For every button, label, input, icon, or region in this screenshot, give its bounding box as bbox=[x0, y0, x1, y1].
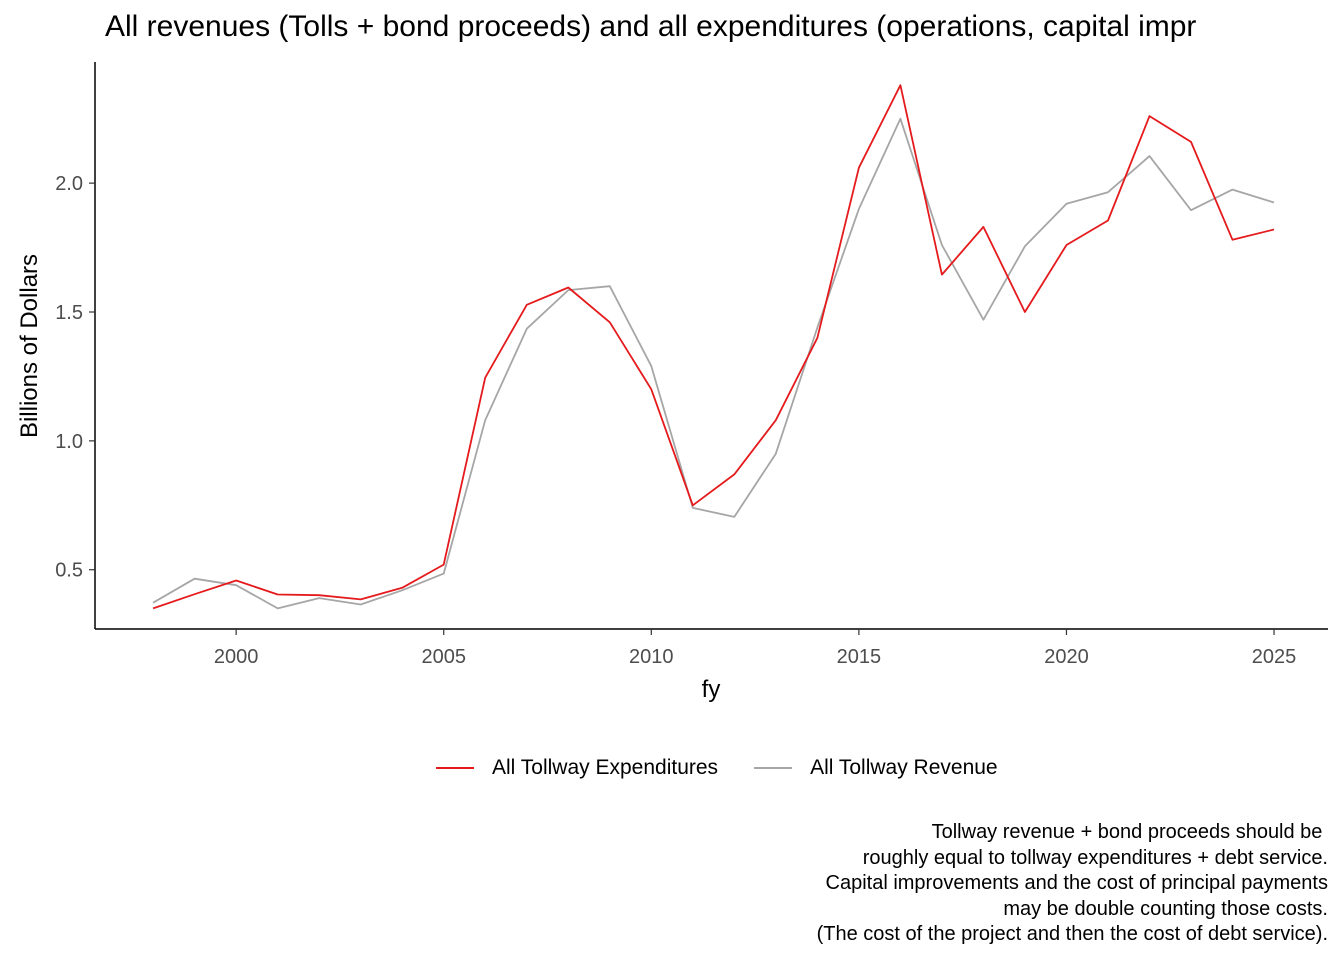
axes: 2000 2005 2010 2015 2020 2025 0.5 1.0 1.5 2.0 bbox=[55, 62, 1328, 668]
x-tick-label: 2020 bbox=[1044, 646, 1089, 668]
series-layer bbox=[152, 84, 1275, 610]
legend: All Tollway Expenditures All Tollway Rev… bbox=[436, 756, 1034, 780]
legend-key-revenue bbox=[754, 767, 793, 769]
y-tick-label: 2.0 bbox=[55, 173, 83, 195]
caption-line: (The cost of the project and then the co… bbox=[816, 923, 1328, 945]
legend-label-revenue: All Tollway Revenue bbox=[810, 756, 998, 779]
x-tick-label: 2000 bbox=[214, 646, 259, 668]
caption-line: Tollway revenue + bond proceeds should b… bbox=[931, 821, 1328, 843]
caption-line: may be double counting those costs. bbox=[1003, 897, 1328, 920]
legend-key-expenditures bbox=[436, 767, 474, 769]
chart-title: All revenues (Tolls + bond proceeds) and… bbox=[105, 10, 1197, 43]
y-axis-title: Billions of Dollars bbox=[16, 254, 43, 438]
caption: Tollway revenue + bond proceeds should b… bbox=[817, 820, 1328, 948]
x-tick-label: 2025 bbox=[1252, 646, 1297, 668]
caption-line: roughly equal to tollway expenditures + … bbox=[862, 846, 1328, 869]
x-tick-label: 2005 bbox=[421, 646, 466, 668]
x-axis-title: fy bbox=[702, 676, 721, 703]
caption-line: Capital improvements and the cost of pri… bbox=[825, 872, 1328, 894]
series-line-expenditures bbox=[152, 84, 1275, 610]
series-line-revenue bbox=[152, 117, 1275, 610]
y-tick-label: 0.5 bbox=[55, 560, 83, 582]
y-tick-label: 1.0 bbox=[55, 431, 83, 453]
legend-item-expenditures: All Tollway Expenditures bbox=[436, 756, 718, 780]
x-tick-label: 2015 bbox=[837, 646, 882, 668]
legend-item-revenue: All Tollway Revenue bbox=[754, 756, 998, 780]
x-tick-label: 2010 bbox=[629, 646, 674, 668]
y-tick-label: 1.5 bbox=[55, 302, 83, 324]
legend-label-expenditures: All Tollway Expenditures bbox=[492, 756, 719, 779]
